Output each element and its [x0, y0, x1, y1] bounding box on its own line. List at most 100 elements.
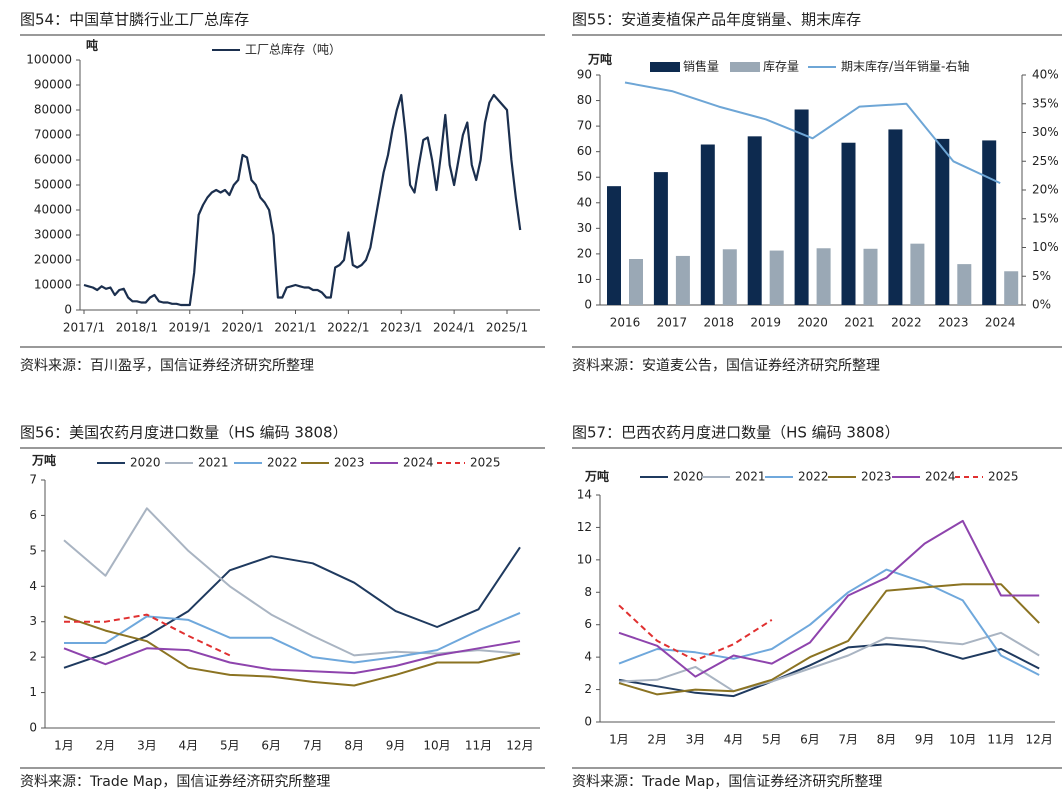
y-tick-label: 10: [577, 272, 592, 286]
y2-tick-label: 10%: [1032, 240, 1059, 254]
y-tick-label: 10: [577, 552, 592, 566]
x-tick-label: 1月: [54, 739, 74, 753]
legend-label: 2022: [267, 456, 298, 470]
x-tick-label: 2023/1: [380, 321, 422, 335]
y-tick-label: 100000: [26, 53, 72, 67]
y-tick-label: 10000: [34, 278, 72, 292]
x-tick-label: 2018/1: [116, 321, 158, 335]
y-tick-label: 6: [584, 617, 592, 631]
legend-swatch: [730, 62, 760, 72]
x-tick-label: 5月: [220, 739, 240, 753]
y-tick-label: 0: [584, 298, 592, 312]
y-tick-label: 12: [577, 520, 592, 534]
y-tick-label: 2: [29, 650, 37, 664]
x-tick-label: 2022/1: [327, 321, 369, 335]
line-series: [64, 613, 231, 657]
y-tick-label: 7: [29, 473, 37, 487]
figure-title: 图55：安道麦植保产品年度销量、期末库存: [572, 11, 861, 29]
x-tick-label: 2021: [844, 316, 875, 330]
y2-tick-label: 15%: [1032, 211, 1059, 225]
x-tick-label: 2020: [797, 316, 828, 330]
bar: [957, 264, 972, 305]
y-tick-label: 1: [29, 685, 37, 699]
y-tick-label: 5: [29, 543, 37, 557]
bar: [675, 255, 690, 305]
legend-label: 库存量: [763, 59, 799, 74]
x-tick-label: 10月: [949, 733, 976, 747]
line-series: [63, 546, 521, 669]
line-series: [618, 643, 1040, 698]
x-tick-label: 3月: [137, 739, 157, 753]
figure-title: 图57：巴西农药月度进口数量（HS 编码 3808）: [572, 424, 900, 442]
legend-label: 期末库存/当年销量-右轴: [841, 59, 969, 74]
x-tick-label: 2023: [938, 316, 969, 330]
bar: [700, 144, 715, 305]
line-series: [618, 568, 1040, 676]
x-tick-label: 2021/1: [274, 321, 316, 335]
x-tick-label: 2022: [891, 316, 922, 330]
y-tick-label: 0: [584, 715, 592, 729]
y-tick-label: 40: [577, 195, 592, 209]
x-tick-label: 10月: [423, 739, 450, 753]
bar: [794, 109, 809, 305]
bar: [769, 250, 784, 305]
x-tick-label: 2月: [96, 739, 116, 753]
y-tick-label: 90: [577, 68, 592, 82]
y-tick-label: 3: [29, 614, 37, 628]
x-tick-label: 12月: [1026, 733, 1053, 747]
source: 资料来源：安道麦公告，国信证券经济研究所整理: [572, 358, 880, 374]
y-tick-label: 70: [577, 119, 592, 133]
x-tick-label: 2017: [657, 316, 688, 330]
x-tick-label: 8月: [877, 733, 897, 747]
x-tick-label: 9月: [386, 739, 406, 753]
line-series: [63, 615, 521, 687]
x-tick-label: 2019: [750, 316, 781, 330]
x-tick-label: 6月: [800, 733, 820, 747]
bar: [841, 142, 856, 305]
line-series: [624, 81, 1001, 185]
bar: [722, 249, 737, 305]
y-tick-label: 30000: [34, 228, 72, 242]
x-tick-label: 2018: [704, 316, 735, 330]
y-tick-label: 90000: [34, 78, 72, 92]
y-tick-label: 8: [584, 585, 592, 599]
bar: [982, 140, 997, 305]
x-tick-label: 2024: [985, 316, 1016, 330]
line-series: [618, 583, 1040, 696]
y-tick-label: 70000: [34, 128, 72, 142]
figure-title: 图56：美国农药月度进口数量（HS 编码 3808）: [20, 424, 348, 442]
y-tick-label: 20: [577, 246, 592, 260]
y-unit: 万吨: [587, 52, 612, 67]
y-tick-label: 20000: [34, 253, 72, 267]
y-tick-label: 14: [577, 488, 592, 502]
x-tick-label: 1月: [609, 733, 629, 747]
y-tick-label: 60000: [34, 153, 72, 167]
legend-label: 2025: [988, 470, 1019, 484]
line-series: [63, 640, 521, 675]
source: 资料来源：百川盈孚，国信证券经济研究所整理: [20, 358, 314, 374]
x-tick-label: 11月: [465, 739, 492, 753]
x-tick-label: 12月: [506, 739, 533, 753]
y-tick-label: 60: [577, 144, 592, 158]
bar: [747, 136, 762, 305]
line-series: [64, 611, 521, 664]
figure-title: 图54：中国草甘膦行业工厂总库存: [20, 11, 249, 29]
bar: [629, 259, 643, 305]
legend-label: 2020: [673, 470, 704, 484]
legend-label: 2021: [198, 456, 229, 470]
legend-label: 2021: [735, 470, 766, 484]
bar: [1004, 271, 1019, 305]
y2-tick-label: 5%: [1032, 269, 1051, 283]
y-tick-label: 6: [29, 508, 37, 522]
x-tick-label: 2016: [610, 316, 641, 330]
x-tick-label: 4月: [724, 733, 744, 747]
y-unit: 万吨: [584, 469, 609, 484]
legend-label: 2024: [925, 470, 956, 484]
y2-tick-label: 40%: [1032, 68, 1059, 82]
legend-label: 2023: [334, 456, 365, 470]
y2-tick-label: 35%: [1032, 96, 1059, 110]
legend-label: 2023: [861, 470, 892, 484]
source: 资料来源：Trade Map，国信证券经济研究所整理: [572, 774, 882, 790]
bar: [935, 138, 950, 305]
legend-label: 销售量: [683, 59, 719, 74]
